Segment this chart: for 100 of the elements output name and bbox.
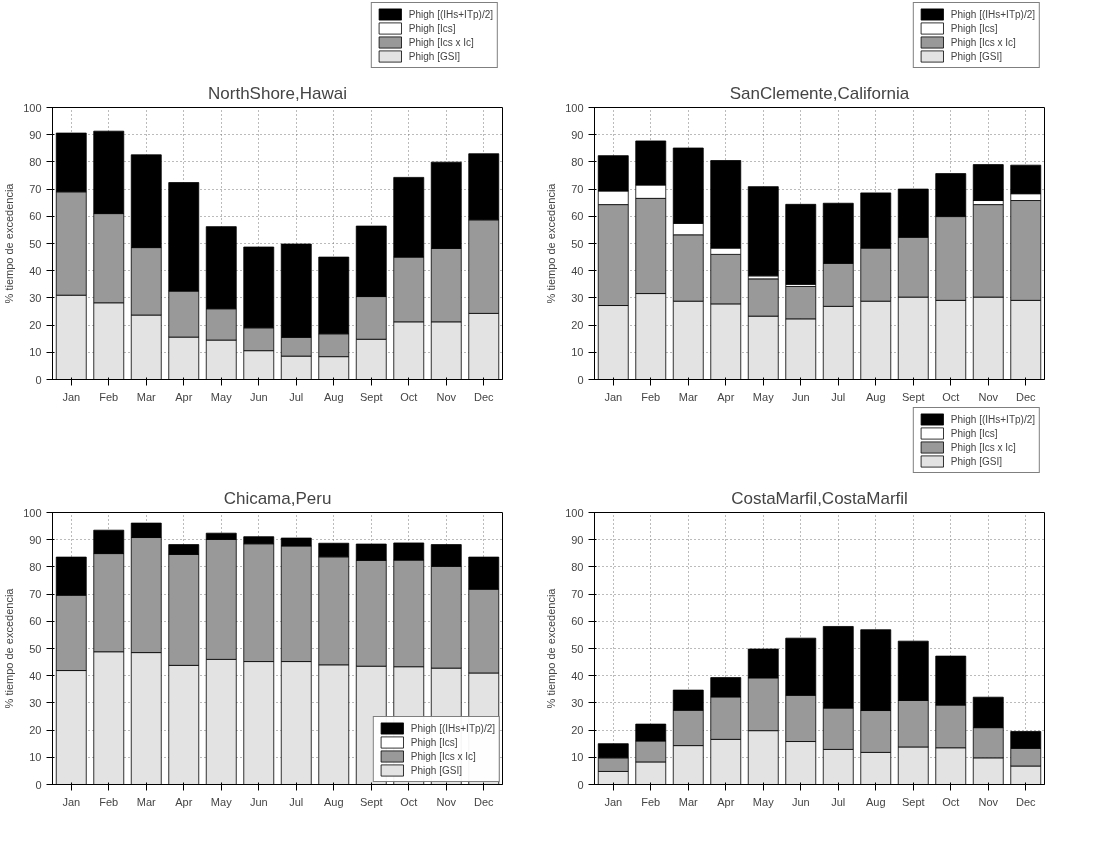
chart-title: CostaMarfil,CostaMarfil [731,488,908,508]
x-tick-label: Mar [136,795,157,808]
y-tick-label: 70 [29,588,42,601]
y-tick-label: 90 [571,533,584,546]
x-tick-label: Apr [175,795,193,808]
x-tick-label: Apr [175,390,193,403]
x-tick-label: Jun [791,795,810,808]
chart-title: Chicama,Peru [223,488,332,508]
x-tick-label: Nov [978,390,999,403]
legend-label: Phigh [Ics] [950,426,998,440]
legend-label: Phigh [Ics x Ic] [950,35,1016,49]
legend-label: Phigh [GSI] [408,49,460,63]
x-tick-label: Dec [1015,795,1037,808]
y-tick-label: 50 [571,642,584,655]
y-tick-label: 30 [29,291,42,304]
x-tick-label: Feb [99,390,119,403]
y-tick-label: 70 [29,183,42,196]
legend-label: Phigh [GSI] [410,763,462,777]
y-tick-label: 70 [571,588,584,601]
y-tick-label: 100 [23,506,42,519]
x-tick-label: Aug [865,390,886,403]
y-tick-label: 60 [571,615,584,628]
y-tick-label: 30 [29,696,42,709]
y-tick-label: 0 [577,778,584,791]
y-axis-title: % tiempo de excedencia [545,587,558,709]
x-tick-label: Jan [62,795,81,808]
x-tick-label: May [752,390,775,403]
y-tick-label: 40 [29,669,42,682]
x-tick-label: May [210,795,233,808]
x-tick-label: Aug [865,795,886,808]
y-axis-title: % tiempo de excedencia [3,587,16,709]
y-tick-label: 10 [571,751,584,764]
x-tick-label: Oct [400,390,418,403]
y-tick-label: 10 [571,346,584,359]
y-tick-label: 40 [571,669,584,682]
x-tick-label: Oct [400,795,418,808]
y-tick-label: 20 [571,724,584,737]
x-tick-label: Jan [62,390,81,403]
x-tick-label: Jun [791,390,810,403]
y-tick-label: 60 [29,615,42,628]
legend-label: Phigh [GSI] [950,454,1002,468]
x-tick-label: Dec [1015,390,1037,403]
y-tick-label: 40 [571,264,584,277]
x-tick-label: Jan [604,795,623,808]
y-tick-label: 70 [571,183,584,196]
y-axis-title: % tiempo de excedencia [3,182,16,304]
x-tick-label: Feb [641,795,661,808]
y-tick-label: 90 [571,128,584,141]
y-tick-label: 20 [29,319,42,332]
x-tick-label: Jul [289,390,304,403]
x-tick-label: Aug [323,390,344,403]
x-tick-label: Nov [436,795,457,808]
legend-label: Phigh [(IHs+ITp)/2] [408,7,493,21]
legend-label: Phigh [(IHs+ITp)/2] [950,412,1035,426]
y-tick-label: 100 [565,101,584,114]
legend-label: Phigh [Ics] [408,21,456,35]
y-tick-label: 30 [571,291,584,304]
y-tick-label: 60 [571,210,584,223]
y-tick-label: 40 [29,264,42,277]
x-tick-label: Nov [436,390,457,403]
legend-label: Phigh [Ics] [410,735,458,749]
x-tick-label: Apr [717,795,735,808]
y-axis-title: % tiempo de excedencia [545,182,558,304]
x-tick-label: Sept [901,795,925,808]
legend-label: Phigh [Ics] [950,21,998,35]
x-tick-label: Oct [942,390,960,403]
x-tick-label: May [752,795,775,808]
y-tick-label: 0 [35,373,42,386]
y-tick-label: 50 [29,642,42,655]
legend-label: Phigh [(IHs+ITp)/2] [950,7,1035,21]
y-tick-label: 90 [29,128,42,141]
y-tick-label: 30 [571,696,584,709]
x-tick-label: Mar [678,795,699,808]
x-tick-label: Oct [942,795,960,808]
x-tick-label: Apr [717,390,735,403]
y-tick-label: 100 [23,101,42,114]
legend-label: Phigh [(IHs+ITp)/2] [410,721,495,735]
x-tick-label: Feb [99,795,119,808]
y-tick-label: 20 [29,724,42,737]
y-tick-label: 90 [29,533,42,546]
chart-title: SanClemente,California [729,83,910,103]
y-tick-label: 80 [29,155,42,168]
y-tick-label: 0 [35,778,42,791]
y-tick-label: 50 [29,237,42,250]
y-tick-label: 50 [571,237,584,250]
x-tick-label: Sept [359,795,383,808]
legend-label: Phigh [Ics x Ic] [410,749,476,763]
x-tick-label: Jul [831,390,846,403]
x-tick-label: Feb [641,390,661,403]
x-tick-label: Jul [289,795,304,808]
y-tick-label: 80 [571,560,584,573]
x-tick-label: Jun [249,795,268,808]
x-tick-label: Jul [831,795,846,808]
x-tick-label: Sept [901,390,925,403]
y-tick-label: 0 [577,373,584,386]
x-tick-label: Dec [473,795,495,808]
x-tick-label: Mar [136,390,157,403]
y-tick-label: 100 [565,506,584,519]
legend-label: Phigh [GSI] [950,49,1002,63]
chart-title: NorthShore,Hawai [208,83,347,103]
